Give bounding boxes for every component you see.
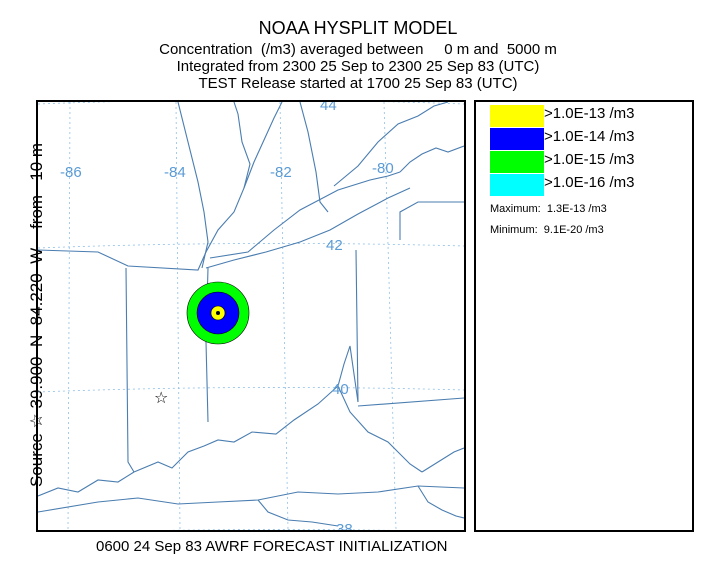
- legend-label-1e-14: >1.0E-14 /m3: [544, 128, 635, 145]
- lat-label-42: 42: [326, 237, 343, 254]
- pa-wv-border: [357, 397, 464, 407]
- lat-line-40: [38, 387, 464, 393]
- legend-swatch-cyan: [490, 174, 544, 196]
- graticule: [38, 102, 464, 530]
- forecast-initialization-label: 0600 24 Sep 83 AWRF FORECAST INITIALIZAT…: [96, 538, 448, 555]
- lat-line-44: [38, 102, 464, 105]
- minimum-value: Minimum: 9.1E-20 /m3: [490, 224, 604, 236]
- plume: [186, 281, 250, 345]
- legend-label-1e-13: >1.0E-13 /m3: [544, 105, 635, 122]
- legend-label-1e-16: >1.0E-16 /m3: [544, 174, 635, 191]
- lat-line-42: [38, 243, 464, 249]
- lon-line-80: [383, 102, 397, 530]
- source-star-icon: ☆: [154, 388, 168, 407]
- legend-swatch-yellow: [490, 105, 544, 127]
- lake-erie-south-shore: [205, 187, 411, 269]
- michigan-thumb: [243, 102, 283, 189]
- virginia-border: [421, 447, 464, 473]
- lon-label-86: -86: [60, 164, 82, 181]
- legend-label-1e-15: >1.0E-15 /m3: [544, 151, 635, 168]
- illinois-indiana-border: [125, 267, 135, 473]
- integration-subtitle: Integrated from 2300 25 Sep to 2300 25 S…: [176, 58, 540, 75]
- lake-huron-shore: [299, 102, 329, 213]
- michigan-peninsula-west: [177, 102, 209, 269]
- lon-line-82: [279, 102, 289, 530]
- lat-label-38: 38: [336, 521, 353, 530]
- lon-label-84: -84: [164, 164, 186, 181]
- ohio-pennsylvania-border: [355, 249, 359, 403]
- lon-line-86: [67, 102, 71, 530]
- plot-title: NOAA HYSPLIT MODEL: [258, 18, 458, 38]
- lake-erie-north-shore: [209, 171, 401, 259]
- maximum-value: Maximum: 1.3E-13 /m3: [490, 203, 607, 215]
- lon-label-82: -82: [270, 164, 292, 181]
- ohio-river: [133, 345, 359, 473]
- plume-peak-dot: [216, 311, 220, 315]
- lon-label-80: -80: [372, 160, 394, 177]
- lat-line-38: [168, 529, 393, 530]
- map-panel: -86 -84 -82 -80 44 42 40 38 ☆: [36, 100, 466, 532]
- nc-border: [417, 485, 464, 519]
- release-subtitle: TEST Release started at 1700 25 Sep 83 (…: [198, 75, 518, 92]
- concentration-subtitle: Concentration (/m3) averaged between 0 m…: [159, 41, 557, 58]
- ontario-coast: [333, 102, 449, 187]
- lake-michigan-shore: [38, 102, 251, 271]
- south-kentucky-river: [38, 471, 135, 497]
- tennessee-line: [257, 499, 339, 527]
- lat-label-40: 40: [332, 381, 349, 398]
- new-york-border: [399, 201, 464, 240]
- axis-labels: -86 -84 -82 -80 44 42 40 38: [60, 102, 394, 530]
- map-svg: -86 -84 -82 -80 44 42 40 38 ☆: [38, 102, 464, 530]
- lat-label-44: 44: [320, 102, 337, 114]
- lon-line-84: [175, 102, 181, 530]
- lake-ontario-shore: [399, 145, 464, 173]
- kentucky-tn-border: [38, 485, 464, 513]
- boundaries: [38, 102, 464, 527]
- legend-swatch-green: [490, 151, 544, 173]
- kentucky-wv-border: [337, 385, 423, 473]
- legend-panel: >1.0E-13 /m3 >1.0E-14 /m3 >1.0E-15 /m3 >…: [474, 100, 694, 532]
- legend-swatch-blue: [490, 128, 544, 150]
